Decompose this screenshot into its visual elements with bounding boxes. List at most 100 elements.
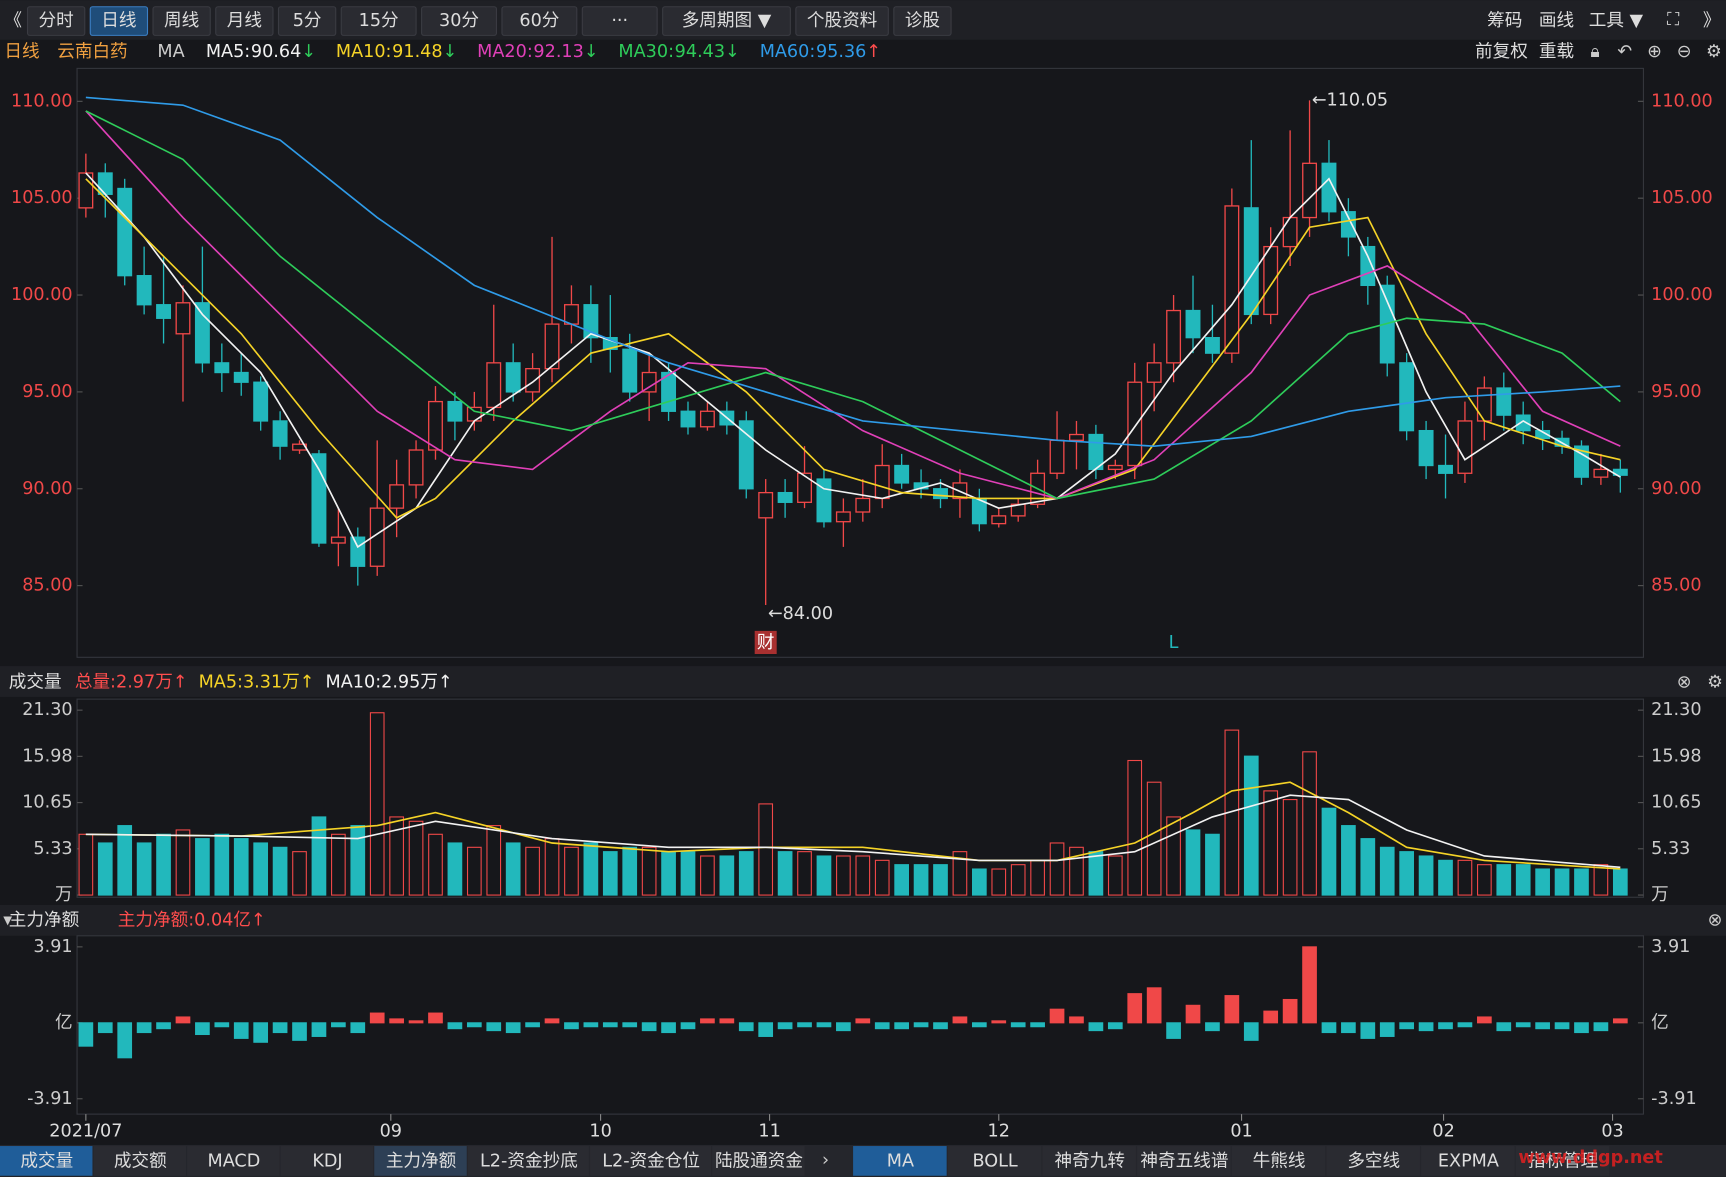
bar xyxy=(525,846,540,896)
bottom-tab-label[interactable]: 指标管理 xyxy=(1528,1151,1599,1171)
bottom-tab[interactable] xyxy=(0,1146,93,1176)
bottom-tab[interactable] xyxy=(1231,1146,1326,1176)
bottom-tab[interactable] xyxy=(1515,1146,1610,1176)
collapse-icon[interactable]: ▾ xyxy=(3,910,12,930)
tab-label[interactable]: 分时 xyxy=(39,11,74,31)
tab-label[interactable]: 日线 xyxy=(101,11,136,31)
bar xyxy=(1593,1022,1609,1032)
legend-entry: MA10:2.95万↑ xyxy=(326,673,453,693)
bottom-tab[interactable] xyxy=(280,1146,374,1176)
bottom-tab[interactable] xyxy=(1042,1146,1136,1176)
tool-label[interactable]: 》 xyxy=(1703,11,1721,31)
tab-button[interactable] xyxy=(662,6,791,36)
bottom-tab-label[interactable]: L2-资金抄底 xyxy=(480,1151,578,1171)
bar xyxy=(1379,846,1395,896)
bottom-tab-label[interactable]: 神奇九转 xyxy=(1055,1151,1125,1171)
candle-body xyxy=(253,381,269,422)
tab-button[interactable] xyxy=(501,6,578,36)
bottom-tab[interactable] xyxy=(853,1146,947,1176)
bar xyxy=(1321,1022,1337,1034)
settings-icon[interactable]: ⚙ xyxy=(1707,673,1723,693)
bottom-tab[interactable] xyxy=(187,1146,280,1176)
bottom-tab-label[interactable]: 主力净额 xyxy=(386,1151,457,1171)
close-icon[interactable]: ⊗ xyxy=(1708,910,1723,930)
tab-label[interactable]: 30分 xyxy=(439,11,479,31)
bar xyxy=(1282,998,1298,1024)
bar xyxy=(311,1022,327,1037)
bottom-tab-label[interactable]: BOLL xyxy=(972,1151,1017,1171)
flow-panel xyxy=(76,935,1644,1115)
tab-button[interactable] xyxy=(152,6,211,36)
event-marker[interactable]: L xyxy=(1169,633,1179,653)
bottom-tab-label[interactable]: MACD xyxy=(208,1151,261,1171)
bottom-tab[interactable] xyxy=(712,1146,805,1176)
tool-label[interactable]: 筹码 xyxy=(1487,11,1522,31)
bottom-tab-label[interactable]: EXPMA xyxy=(1438,1151,1499,1171)
tab-label[interactable]: 60分 xyxy=(519,11,559,31)
info-action[interactable]: 前复权 xyxy=(1475,42,1528,62)
ma-line xyxy=(85,172,1621,549)
bottom-tab-label[interactable]: L2-资金仓位 xyxy=(602,1151,700,1171)
bottom-tab-label[interactable]: 成交额 xyxy=(114,1151,167,1171)
fullscreen-icon[interactable]: ⛶ xyxy=(1667,10,1680,30)
bar xyxy=(913,864,929,896)
bottom-tab[interactable] xyxy=(467,1146,589,1176)
info-action[interactable]: 重载 xyxy=(1539,42,1574,62)
tab-button[interactable] xyxy=(340,6,417,36)
tab-label[interactable]: 多周期图 ▼ xyxy=(682,11,772,31)
tab-label[interactable]: 月线 xyxy=(227,11,262,31)
bottom-tab-label[interactable]: MA xyxy=(887,1151,914,1171)
ma-line xyxy=(85,178,1621,519)
zoom-out-icon[interactable]: ⊖ xyxy=(1677,42,1692,62)
tab-button[interactable] xyxy=(893,6,952,36)
tab-button[interactable] xyxy=(26,6,86,36)
tab-label[interactable]: 个股资料 xyxy=(807,11,877,31)
bottom-tab[interactable] xyxy=(590,1146,712,1176)
tab-button[interactable] xyxy=(795,6,889,36)
close-icon[interactable]: ⊗ xyxy=(1677,673,1692,693)
bottom-tab-label[interactable]: 牛熊线 xyxy=(1253,1151,1306,1171)
bottom-tab[interactable] xyxy=(374,1146,467,1176)
tool-label[interactable]: 画线 xyxy=(1539,11,1574,31)
tab-button[interactable] xyxy=(215,6,274,36)
tab-label[interactable]: ··· xyxy=(611,11,628,31)
bar xyxy=(311,816,327,896)
settings-icon[interactable]: ⚙ xyxy=(1706,42,1722,62)
y-tick-label: 85.00 xyxy=(22,576,72,596)
tab-button[interactable] xyxy=(421,6,497,36)
tab-label[interactable]: 诊股 xyxy=(905,11,940,31)
bottom-tab[interactable] xyxy=(1137,1146,1231,1176)
undo-icon[interactable]: ↶ xyxy=(1617,42,1632,62)
bottom-tab-label[interactable]: 多空线 xyxy=(1347,1151,1400,1171)
extreme-label: ←84.00 xyxy=(768,604,833,624)
bottom-tab-label[interactable]: 成交量 xyxy=(20,1151,73,1171)
tab-button[interactable] xyxy=(581,6,658,36)
tab-button[interactable] xyxy=(277,6,337,36)
tab-button[interactable] xyxy=(89,6,149,36)
bar xyxy=(1438,859,1453,896)
tab-label[interactable]: 周线 xyxy=(164,11,199,31)
lock-icon[interactable]: 🔒︎ xyxy=(1590,42,1599,62)
tab-label[interactable]: 15分 xyxy=(359,11,399,31)
tab-label[interactable]: 5分 xyxy=(293,11,322,31)
bottom-tab[interactable] xyxy=(1421,1146,1515,1176)
bar xyxy=(971,868,987,896)
bar xyxy=(136,842,152,896)
bottom-tab[interactable] xyxy=(1326,1146,1420,1176)
candle-body xyxy=(369,507,385,567)
bottom-tab-label[interactable]: 陆股通资金 xyxy=(715,1151,803,1171)
candle-body xyxy=(1496,387,1512,416)
bottom-tab-label[interactable]: KDJ xyxy=(312,1151,342,1171)
bar xyxy=(1166,816,1181,896)
event-marker[interactable]: 财 xyxy=(757,633,775,653)
bottom-tab-label[interactable]: 神奇五线谱 xyxy=(1140,1151,1228,1171)
tab-label[interactable]: 《 xyxy=(4,11,22,31)
zoom-in-icon[interactable]: ⊕ xyxy=(1647,42,1662,62)
bar xyxy=(1574,1022,1589,1034)
bottom-tab[interactable] xyxy=(93,1146,187,1176)
bottom-tab[interactable] xyxy=(947,1146,1042,1176)
event-badge[interactable] xyxy=(754,630,777,654)
more-arrow[interactable]: › xyxy=(822,1150,829,1170)
tool-label[interactable]: 工具 ▼ xyxy=(1589,11,1644,31)
period: 日线 xyxy=(4,42,39,62)
